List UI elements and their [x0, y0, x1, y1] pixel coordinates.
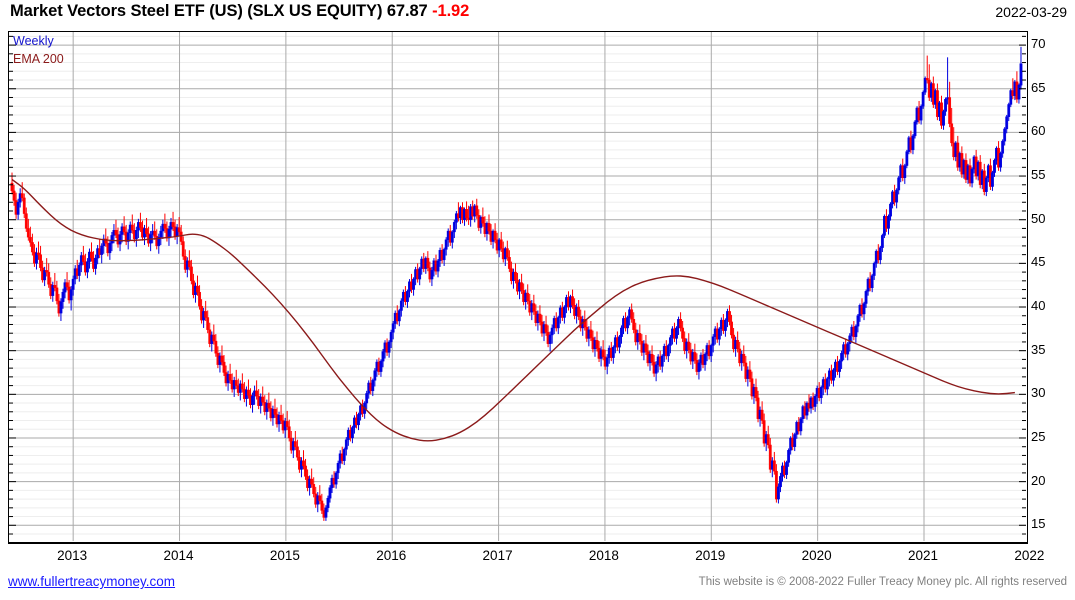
x-axis-label: 2018	[588, 548, 619, 563]
y-axis-label: 25	[1031, 428, 1046, 444]
y-axis-label: 30	[1031, 385, 1046, 401]
copyright-notice: This website is © 2008-2022 Fuller Treac…	[698, 576, 1067, 588]
chart-plot-area: Weekly EMA 200	[8, 31, 1028, 543]
x-axis-label: 2014	[163, 548, 194, 563]
y-axis-label: 15	[1031, 516, 1046, 532]
y-axis-label: 70	[1031, 36, 1046, 52]
y-axis-label: 20	[1031, 472, 1046, 488]
major-gridlines	[9, 44, 1026, 526]
page-title: Market Vectors Steel ETF (US) (SLX US EQ…	[10, 2, 469, 21]
x-axis-label: 2021	[907, 548, 938, 563]
x-axis-label: 2013	[57, 548, 88, 563]
legend-ema-200: EMA 200	[13, 52, 64, 66]
chart-header: Market Vectors Steel ETF (US) (SLX US EQ…	[0, 0, 1075, 26]
chart-date: 2022-03-29	[995, 4, 1067, 20]
y-axis-ticks	[9, 35, 1026, 535]
x-axis-label: 2020	[801, 548, 832, 563]
y-axis-label: 50	[1031, 210, 1046, 226]
ema-200-line	[11, 178, 1015, 442]
instrument-name: Market Vectors Steel ETF (US) (SLX US EQ…	[10, 2, 428, 20]
y-axis-label: 35	[1031, 341, 1046, 357]
x-axis-label: 2017	[482, 548, 513, 563]
candlestick-series	[10, 46, 1023, 521]
y-axis-label: 40	[1031, 298, 1046, 314]
y-axis-label: 45	[1031, 254, 1046, 270]
x-axis-label: 2016	[376, 548, 407, 563]
y-axis-label: 60	[1031, 123, 1046, 139]
y-axis-label: 65	[1031, 79, 1046, 95]
y-axis-label: 55	[1031, 167, 1046, 183]
x-axis-label: 2022	[1014, 548, 1045, 563]
chart-footer: www.fullertreacymoney.com This website i…	[0, 574, 1075, 596]
x-axis-label: 2015	[269, 548, 300, 563]
price-chart-svg	[9, 32, 1026, 541]
x-axis-label: 2019	[695, 548, 726, 563]
site-url-link[interactable]: www.fullertreacymoney.com	[8, 574, 176, 589]
x-axis-line	[8, 543, 1028, 544]
price-change: -1.92	[432, 2, 470, 20]
legend-weekly: Weekly	[13, 34, 54, 48]
vertical-gridlines	[72, 32, 925, 541]
